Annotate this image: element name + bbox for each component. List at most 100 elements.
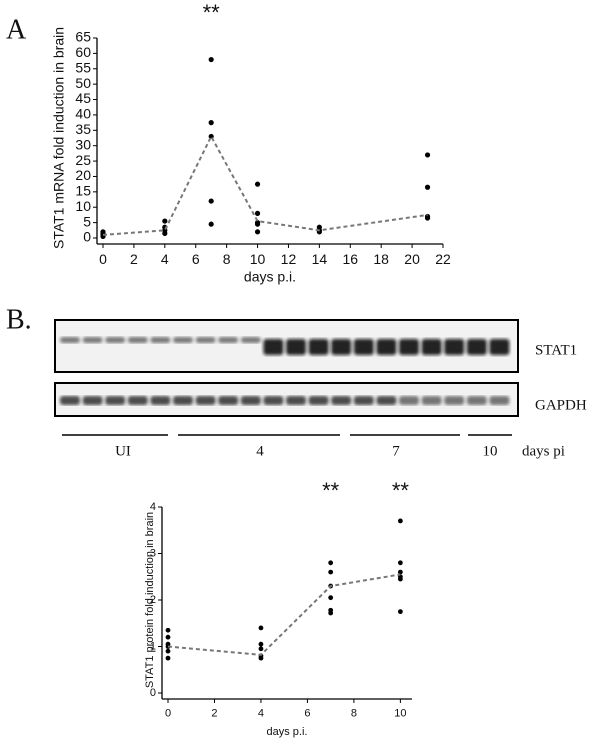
blot-band: [286, 339, 306, 355]
blot-band: [376, 339, 397, 355]
data-point: [258, 646, 264, 652]
blot-band: [444, 396, 465, 405]
blot-band: [399, 396, 419, 405]
x-tick-label: 4: [258, 708, 264, 720]
annotation: **: [203, 0, 221, 25]
data-point: [397, 576, 403, 582]
blot-band: [331, 396, 352, 405]
data-point: [165, 655, 171, 661]
data-point: [208, 56, 214, 63]
blot-band: [218, 337, 239, 343]
data-point: [254, 229, 261, 235]
x-tick-label: 22: [435, 251, 451, 267]
blot-band: [218, 396, 239, 405]
blot-band: [150, 337, 171, 343]
blot-band: [421, 339, 442, 355]
blot-band: [105, 396, 126, 405]
data-point: [328, 569, 334, 575]
blot-band: [60, 396, 80, 405]
x-tick-label: 10: [394, 708, 406, 720]
y-tick-label: 55: [75, 59, 91, 75]
x-tick-label: 2: [130, 251, 138, 267]
y-tick-label: 15: [75, 183, 91, 199]
blot-band: [82, 337, 103, 343]
data-point: [208, 120, 214, 126]
x-axis-label: days p.i.: [244, 269, 296, 285]
blot-band: [195, 396, 216, 405]
data-point: [328, 560, 334, 566]
group-label: UI: [115, 443, 131, 459]
mean-line: [167, 573, 401, 656]
data-point: [165, 627, 171, 633]
blot-band: [466, 339, 487, 355]
y-tick-label: 45: [75, 90, 91, 106]
y-tick-label: 40: [75, 106, 91, 122]
blot-band: [240, 337, 261, 343]
x-tick-label: 10: [250, 251, 266, 267]
x-tick-label: 2: [211, 708, 217, 720]
blot-band: [444, 339, 465, 355]
group-label: 4: [256, 443, 264, 459]
x-tick-label: 18: [373, 251, 389, 267]
x-tick-label: 6: [304, 708, 310, 720]
x-tick-label: 0: [99, 251, 107, 267]
data-point: [208, 198, 214, 204]
data-point: [424, 184, 431, 190]
data-point: [397, 518, 403, 524]
blot-band: [173, 337, 193, 343]
y-tick-label: 5: [83, 213, 91, 229]
y-tick-label: 30: [75, 136, 91, 152]
y-tick-label: 2: [150, 594, 156, 606]
y-tick-label: 50: [75, 75, 91, 91]
data-point: [258, 641, 264, 647]
data-point: [208, 221, 214, 227]
blot-band: [399, 339, 419, 355]
x-tick-label: 14: [312, 251, 328, 267]
y-tick-label: 1: [150, 640, 156, 652]
blot-band: [308, 339, 329, 355]
data-point: [162, 230, 168, 236]
group-label: 10: [483, 443, 498, 459]
blot-band: [150, 396, 171, 405]
data-point: [397, 560, 403, 566]
data-point: [258, 655, 264, 661]
group-label: 7: [392, 443, 400, 459]
y-tick-label: 60: [75, 44, 91, 60]
blot-band: [353, 396, 374, 405]
data-point: [424, 215, 431, 221]
panel-label: A: [6, 14, 27, 45]
blot-band: [60, 337, 80, 343]
y-axis-label: STAT1 mRNA fold induction in brain: [51, 27, 67, 249]
blot-band: [105, 337, 126, 343]
y-tick-label: 20: [75, 167, 91, 183]
y-tick-label: 10: [75, 198, 91, 214]
data-point: [328, 610, 334, 616]
y-tick-label: 0: [83, 229, 91, 245]
x-axis-label: days p.i.: [267, 726, 308, 738]
blot-band: [263, 396, 284, 405]
blot-band: [353, 339, 374, 355]
data-point: [254, 221, 261, 227]
data-point: [254, 210, 261, 216]
x-tick-label: 4: [161, 251, 169, 267]
x-tick-label: 0: [165, 708, 171, 720]
x-tick-label: 20: [404, 251, 420, 267]
annotation: **: [392, 478, 410, 503]
x-tick-label: 12: [281, 251, 297, 267]
x-tick-label: 6: [192, 251, 200, 267]
blot-band: [331, 339, 352, 355]
annotation: **: [322, 478, 340, 503]
data-point: [165, 634, 171, 640]
blot: STAT1 GAPDH UI 4 7 10 days pi: [54, 319, 587, 459]
data-point: [258, 625, 264, 631]
y-tick-label: 25: [75, 152, 91, 168]
blot-band: [308, 396, 329, 405]
blot-band: [240, 396, 261, 405]
blot-band: [376, 396, 397, 405]
blot-band: [286, 396, 306, 405]
blot-band: [489, 396, 510, 405]
data-point: [162, 218, 168, 224]
data-point: [328, 595, 334, 601]
y-tick-label: 3: [150, 547, 156, 559]
